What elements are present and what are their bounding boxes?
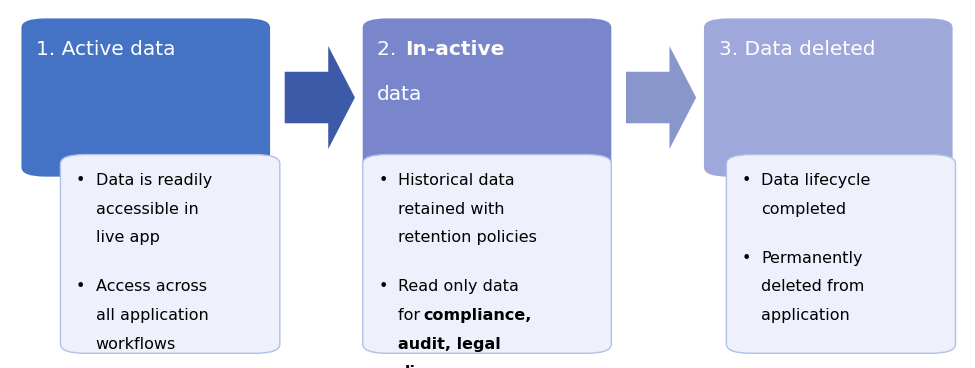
Text: application: application [761, 308, 850, 323]
FancyBboxPatch shape [21, 18, 270, 177]
Text: Data is readily: Data is readily [96, 173, 212, 188]
Text: •: • [378, 279, 388, 294]
Text: Access across: Access across [96, 279, 207, 294]
FancyBboxPatch shape [704, 18, 953, 177]
FancyBboxPatch shape [726, 155, 956, 353]
Text: •: • [742, 251, 752, 266]
Text: 1. Active data: 1. Active data [36, 40, 175, 60]
Text: •: • [76, 173, 86, 188]
Text: deleted from: deleted from [761, 279, 865, 294]
Text: In-active: In-active [405, 40, 504, 60]
Text: workflows: workflows [96, 337, 176, 352]
Text: Permanently: Permanently [761, 251, 863, 266]
Text: for: for [398, 308, 425, 323]
Text: audit, legal: audit, legal [398, 337, 500, 352]
FancyBboxPatch shape [363, 155, 611, 353]
Text: data: data [377, 85, 423, 104]
Text: •: • [76, 279, 86, 294]
FancyBboxPatch shape [363, 18, 611, 177]
Text: 3. Data deleted: 3. Data deleted [719, 40, 876, 60]
FancyBboxPatch shape [60, 155, 280, 353]
Text: all application: all application [96, 308, 209, 323]
Text: Data lifecycle: Data lifecycle [761, 173, 871, 188]
Text: Historical data: Historical data [398, 173, 515, 188]
Polygon shape [626, 46, 696, 149]
Text: live app: live app [96, 230, 160, 245]
Text: retained with: retained with [398, 202, 504, 217]
Text: discovery: discovery [398, 365, 485, 368]
Text: completed: completed [761, 202, 846, 217]
Text: accessible in: accessible in [96, 202, 198, 217]
Text: 2.: 2. [377, 40, 403, 60]
Text: Read only data: Read only data [398, 279, 519, 294]
Text: •: • [378, 173, 388, 188]
Polygon shape [285, 46, 355, 149]
Text: retention policies: retention policies [398, 230, 536, 245]
Text: compliance,: compliance, [423, 308, 532, 323]
Text: •: • [742, 173, 752, 188]
